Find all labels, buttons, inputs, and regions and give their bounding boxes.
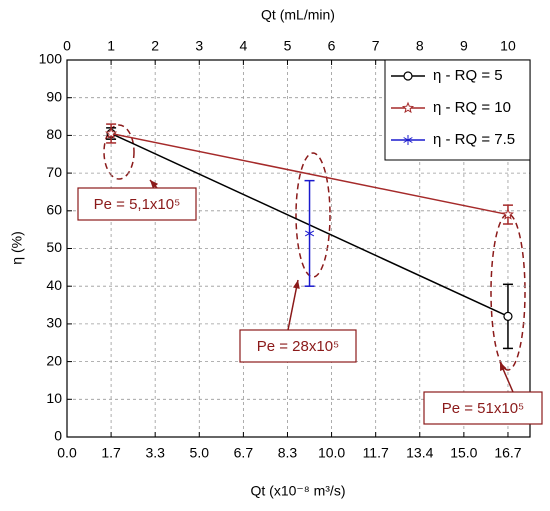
y-tick-label: 20 [46, 352, 62, 368]
arrow-head [292, 280, 300, 289]
x-tick-label: 8.3 [278, 445, 298, 461]
marker [501, 208, 514, 220]
x2-tick-label: 5 [284, 38, 292, 54]
y-tick-label: 40 [46, 277, 62, 293]
marker-shape [503, 311, 513, 321]
y-tick-label: 80 [46, 126, 62, 142]
legend-label: η - RQ = 10 [433, 99, 511, 116]
arrow-head [500, 362, 507, 371]
annotation-box [423, 391, 543, 425]
x2-tick-label: 7 [372, 38, 380, 54]
x-tick-label: 15.0 [450, 445, 477, 461]
annotation-box [77, 187, 197, 221]
y-tick-label: 30 [46, 315, 62, 331]
plot-frame [66, 59, 531, 438]
y-tick-label: 0 [54, 428, 62, 444]
ellipse [295, 152, 331, 278]
x2-tick-label: 0 [63, 38, 71, 54]
arrow-head [150, 180, 159, 189]
legend-label: η - RQ = 7.5 [433, 131, 515, 148]
y-tick-label: 90 [46, 88, 62, 104]
marker [401, 101, 415, 114]
x2-tick-label: 6 [328, 38, 336, 54]
x2-tick-label: 2 [151, 38, 159, 54]
series-line [110, 132, 509, 216]
marker-shape [403, 71, 413, 81]
x2-tick-label: 8 [416, 38, 424, 54]
x-tick-label: 0.0 [57, 445, 77, 461]
annotation-box [239, 329, 357, 363]
ellipse [103, 124, 135, 180]
marker [403, 71, 413, 81]
x2-tick-label: 3 [195, 38, 203, 54]
x2-axis-label: Qt (mL/min) [261, 7, 335, 23]
y-tick-label: 60 [46, 202, 62, 218]
x-tick-label: 3.3 [145, 445, 165, 461]
marker [403, 135, 413, 145]
y-tick-label: 50 [46, 239, 62, 255]
x-tick-label: 13.4 [406, 445, 433, 461]
marker-shape [401, 101, 415, 114]
x-axis-label: Qt (x10⁻⁸ m³/s) [251, 483, 346, 499]
marker-shape [304, 230, 315, 237]
x2-tick-label: 9 [460, 38, 468, 54]
x-tick-label: 16.7 [494, 445, 521, 461]
annotation-text: Pe = 5,1x10⁵ [94, 196, 181, 213]
ellipses [103, 124, 526, 371]
marker-shape [501, 208, 514, 220]
marker [105, 127, 118, 139]
y-tick-label: 70 [46, 164, 62, 180]
marker-shape [105, 127, 118, 139]
annotation-text: Pe = 28x10⁵ [257, 338, 340, 355]
annotation-text: Pe = 51x10⁵ [442, 400, 525, 417]
marker [304, 228, 315, 239]
legend-label: η - RQ = 5 [433, 67, 503, 84]
x-tick-label: 10.0 [318, 445, 345, 461]
x-tick-label: 6.7 [234, 445, 254, 461]
x2-tick-label: 10 [500, 38, 516, 54]
x-tick-label: 11.7 [363, 445, 389, 461]
x2-tick-label: 1 [107, 38, 115, 54]
x-tick-label: 5.0 [190, 445, 210, 461]
marker [503, 311, 513, 321]
x2-tick-label: 4 [239, 38, 247, 54]
ellipse [490, 213, 526, 371]
y-tick-label: 100 [39, 51, 63, 67]
x-tick-label: 1.7 [101, 445, 121, 461]
y-axis-label: η (%) [9, 231, 25, 264]
annotation-arrow [287, 279, 299, 331]
y-tick-label: 10 [46, 390, 62, 406]
marker-shape [403, 137, 413, 143]
